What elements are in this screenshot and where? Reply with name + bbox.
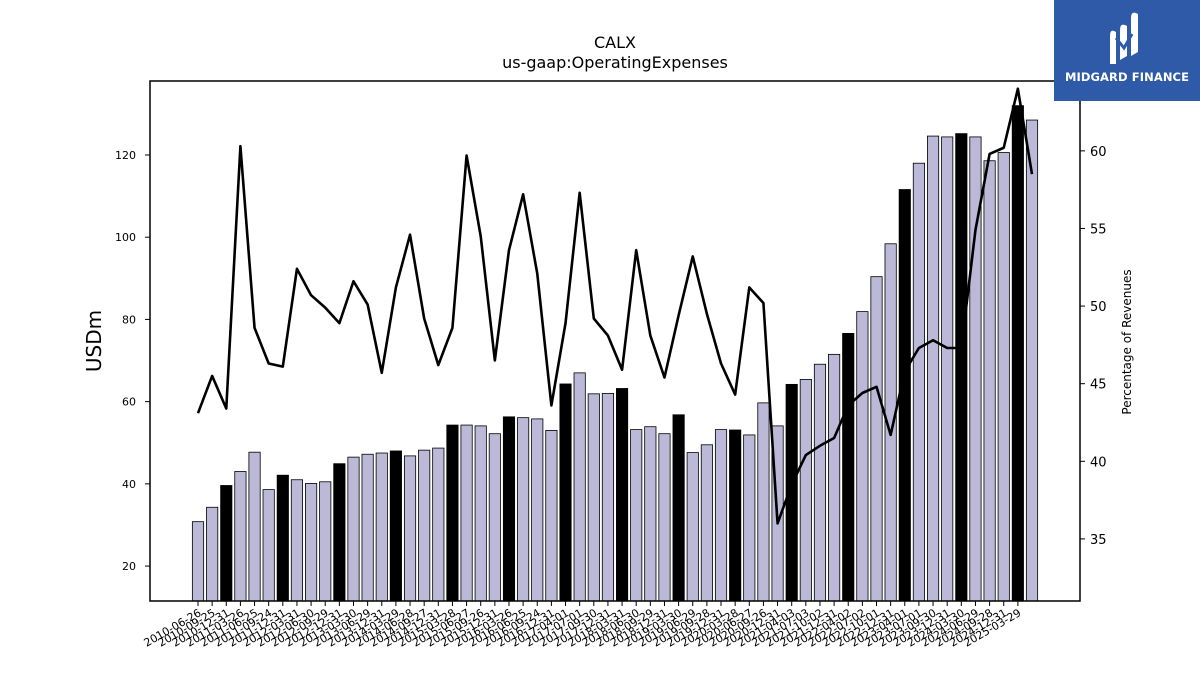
y2-tick-label: 35 bbox=[1090, 533, 1107, 548]
midgard-m-logo-icon bbox=[1110, 12, 1138, 65]
bar bbox=[644, 426, 657, 602]
bar bbox=[616, 388, 629, 602]
bar bbox=[290, 479, 304, 602]
bar bbox=[856, 311, 869, 602]
bar bbox=[898, 189, 911, 602]
bar bbox=[714, 429, 728, 602]
bar bbox=[375, 452, 388, 602]
bar bbox=[474, 425, 487, 602]
bar bbox=[813, 363, 827, 602]
bar bbox=[686, 452, 699, 602]
bar bbox=[319, 481, 332, 602]
bar bbox=[658, 433, 671, 602]
y-tick-label: 60 bbox=[122, 396, 136, 409]
y-tick-label: 40 bbox=[122, 478, 136, 491]
chart-subtitle: us-gaap:OperatingExpenses bbox=[502, 53, 728, 72]
bar bbox=[983, 160, 996, 602]
bar bbox=[927, 135, 940, 602]
percentage-line bbox=[196, 87, 1034, 525]
bar bbox=[573, 372, 586, 602]
bar bbox=[828, 353, 841, 602]
y2-tick-label: 50 bbox=[1090, 300, 1107, 315]
bar bbox=[191, 521, 205, 602]
bar bbox=[912, 162, 925, 602]
bar bbox=[700, 444, 713, 602]
bar bbox=[403, 455, 417, 602]
bar bbox=[941, 136, 954, 602]
bar bbox=[630, 429, 643, 602]
y-tick-label: 80 bbox=[122, 313, 136, 326]
bar bbox=[206, 506, 219, 602]
bar bbox=[220, 485, 233, 602]
brand-name: MIDGARD FINANCE bbox=[1064, 70, 1190, 84]
bar bbox=[432, 447, 445, 602]
y-axis-label: USDm bbox=[82, 310, 106, 372]
bar bbox=[262, 489, 275, 602]
bar bbox=[460, 424, 473, 602]
bar bbox=[488, 433, 501, 602]
y2-axis-label: Percentage of Revenues bbox=[1120, 269, 1134, 414]
bar bbox=[729, 429, 742, 602]
y2-tick-label: 45 bbox=[1090, 378, 1107, 393]
bar bbox=[361, 453, 374, 602]
bar bbox=[305, 483, 318, 602]
y-tick-label: 100 bbox=[115, 231, 136, 244]
bar bbox=[997, 152, 1010, 602]
plot-frame bbox=[149, 80, 1081, 602]
bar bbox=[418, 449, 431, 602]
y-tick-label: 20 bbox=[122, 560, 136, 573]
bar bbox=[389, 450, 402, 602]
bar bbox=[870, 276, 883, 602]
bar bbox=[601, 393, 614, 602]
bar bbox=[517, 417, 530, 602]
bar bbox=[757, 402, 770, 602]
bar bbox=[248, 451, 261, 602]
y-tick-label: 120 bbox=[115, 149, 136, 162]
bar bbox=[234, 471, 247, 602]
bar bbox=[955, 133, 968, 602]
bar bbox=[276, 474, 289, 602]
bar bbox=[587, 393, 600, 602]
bar bbox=[559, 383, 572, 602]
bar bbox=[347, 456, 360, 602]
y2-tick-label: 60 bbox=[1090, 145, 1107, 160]
bar bbox=[545, 430, 558, 602]
bar bbox=[743, 434, 756, 602]
bar bbox=[672, 414, 685, 602]
bar bbox=[799, 379, 812, 602]
bar bbox=[333, 463, 346, 602]
brand-logo: MIDGARD FINANCE bbox=[1054, 0, 1200, 101]
bar bbox=[1025, 119, 1039, 602]
bar bbox=[446, 424, 459, 602]
chart-title: CALX bbox=[594, 33, 636, 52]
y2-tick-label: 40 bbox=[1090, 455, 1107, 470]
bar bbox=[1011, 105, 1024, 602]
bar bbox=[502, 416, 516, 602]
y2-tick-label: 55 bbox=[1090, 222, 1107, 237]
bar bbox=[531, 418, 544, 602]
bar bbox=[842, 332, 855, 602]
